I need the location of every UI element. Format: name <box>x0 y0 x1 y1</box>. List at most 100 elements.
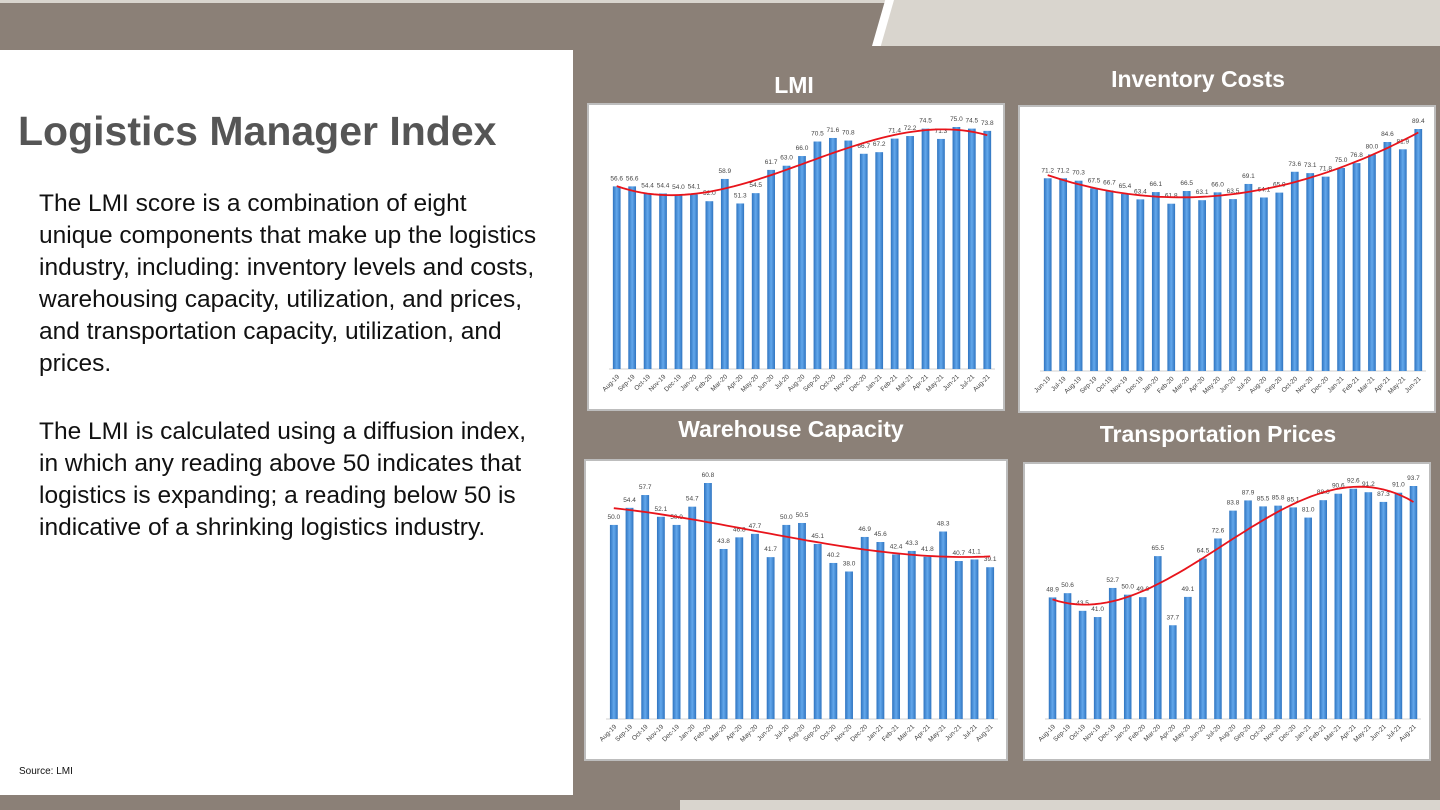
chart-warehouse-capacity: 50.0 Aug-19 54.4 Sep-19 57.7 Oct-19 52.1 Nov-19… <box>584 459 1008 761</box>
chart-svg-transportation-prices: 48.9Aug-1950.6Sep-1943.5Oct-1941.0Nov-19… <box>1037 475 1421 744</box>
data-label: 49.0 <box>1136 586 1149 593</box>
x-tick-label: Mar-20 <box>1172 375 1192 395</box>
data-label: 76.8 <box>1350 152 1363 159</box>
data-label: 37.7 <box>1167 614 1180 621</box>
data-label: 43.5 <box>1076 600 1089 607</box>
x-tick-label: Dec-20 <box>1278 723 1298 743</box>
x-tick-label: Jun-20 <box>756 723 775 742</box>
data-label: 47.7 <box>749 523 762 530</box>
bar <box>612 186 621 369</box>
x-tick-label: Mar-21 <box>1323 723 1343 743</box>
data-label: 52.1 <box>655 506 668 513</box>
bar <box>1154 556 1162 719</box>
bar <box>1214 538 1222 719</box>
data-label: 84.6 <box>1381 131 1394 138</box>
x-tick-label: May-21 <box>1387 375 1408 396</box>
data-label: 70.8 <box>842 130 855 137</box>
bar <box>1151 192 1160 371</box>
x-tick-label: Jun-19 <box>1033 375 1052 394</box>
trend-line <box>1047 131 1419 199</box>
data-label: 56.6 <box>610 175 623 182</box>
top-accent <box>0 0 1440 3</box>
data-label: 38.0 <box>843 561 856 568</box>
bar <box>970 559 979 719</box>
bar <box>609 524 618 719</box>
source-note: Source: LMI <box>19 766 73 777</box>
bar <box>1414 129 1423 371</box>
bar <box>1199 558 1207 719</box>
data-label: 54.0 <box>672 184 685 191</box>
description-paragraph: The LMI score is a combination of eight … <box>39 190 537 377</box>
bar <box>628 186 637 369</box>
bar <box>967 128 976 369</box>
x-tick-label: Sep-19 <box>1052 723 1072 743</box>
bar <box>829 562 838 719</box>
bar <box>921 128 930 369</box>
data-label: 92.6 <box>1347 478 1360 485</box>
bar <box>1379 501 1388 719</box>
chart-lmi: 56.6 Aug-19 56.6 Sep-19 54.4 Oct-19 54.4 Nov-19… <box>587 103 1005 411</box>
data-label: 64.5 <box>1197 548 1210 555</box>
bar <box>907 550 916 719</box>
data-label: 41.8 <box>921 546 934 553</box>
bar <box>1409 486 1418 719</box>
x-tick-label: Jun-21 <box>1404 375 1423 394</box>
x-tick-label: Mar-21 <box>897 723 917 743</box>
bar <box>1334 493 1343 719</box>
data-label: 75.0 <box>950 116 963 123</box>
x-tick-label: Jun-20 <box>1188 723 1207 742</box>
data-label: 85.1 <box>1287 496 1300 503</box>
top-right-accent <box>880 0 1440 46</box>
chart-title-lmi: LMI <box>774 72 814 98</box>
bar <box>643 193 652 369</box>
data-label: 63.4 <box>1134 188 1147 195</box>
data-label: 41.7 <box>764 546 777 553</box>
data-label: 43.8 <box>717 538 730 545</box>
bar <box>736 203 745 369</box>
chart-svg-inventory-costs: 71.2Jun-1971.2Jul-1970.3Aug-1967.5Sep-19… <box>1033 118 1426 396</box>
trend-line <box>1052 485 1414 606</box>
bar <box>659 193 667 369</box>
data-label: 56.6 <box>626 175 639 182</box>
bar <box>859 153 868 369</box>
bar <box>986 567 995 719</box>
bar <box>690 194 698 369</box>
chart-title-inventory-costs: Inventory Costs <box>1111 66 1285 92</box>
data-label: 83.8 <box>1227 500 1240 507</box>
bar <box>1167 203 1176 371</box>
x-tick-label: Jun-20 <box>1218 375 1237 394</box>
x-tick-label: Sep-20 <box>1264 375 1284 395</box>
data-label: 85.8 <box>1272 495 1285 502</box>
bar <box>906 136 914 369</box>
data-label: 51.3 <box>734 192 747 199</box>
data-label: 46.8 <box>733 526 746 533</box>
bar <box>1319 500 1327 719</box>
bottom-accent <box>680 800 1440 810</box>
bar <box>1275 192 1284 371</box>
bar <box>813 543 822 719</box>
bar <box>735 537 744 719</box>
bar <box>1306 173 1315 371</box>
x-tick-label: Dec-20 <box>848 373 868 393</box>
data-label: 70.3 <box>1072 170 1085 177</box>
data-label: 71.2 <box>1057 167 1070 174</box>
x-tick-label: May-21 <box>927 723 948 744</box>
bar <box>937 138 945 369</box>
bar <box>829 137 837 369</box>
bar <box>923 556 932 719</box>
x-tick-label: Dec-19 <box>661 723 681 743</box>
chart-svg-lmi: 56.6Aug-1956.6Sep-1954.4Oct-1954.4Nov-19… <box>601 116 995 394</box>
data-label: 61.7 <box>765 159 778 166</box>
bar <box>1121 193 1129 371</box>
bar <box>672 524 681 719</box>
bar <box>1349 488 1358 719</box>
bar <box>1289 507 1297 719</box>
x-tick-label: Dec-19 <box>1097 723 1117 743</box>
bar <box>1043 178 1052 371</box>
x-tick-label: Dec-19 <box>663 373 683 393</box>
bar <box>1259 506 1267 719</box>
slide-title: Logistics Manager Index <box>18 108 497 154</box>
bar <box>1184 596 1192 719</box>
bar <box>1244 183 1253 371</box>
bar <box>641 495 650 719</box>
